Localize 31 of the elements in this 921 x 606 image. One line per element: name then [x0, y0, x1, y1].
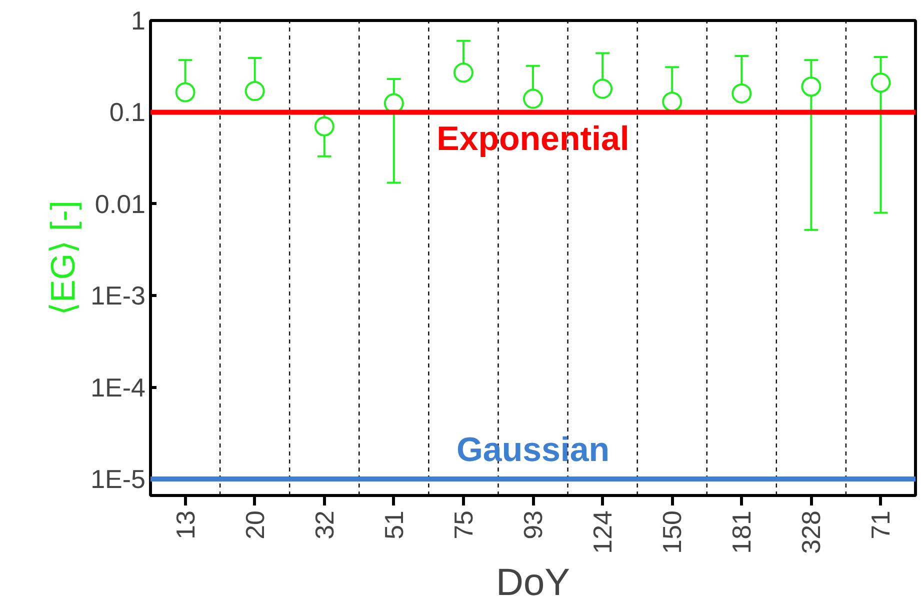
point	[244, 81, 265, 102]
point	[523, 88, 543, 109]
y-tick-label: 1E-5	[90, 464, 146, 494]
x-axis-title: DoY	[496, 562, 570, 604]
ref-line-label: Exponential	[436, 120, 630, 158]
point	[732, 83, 752, 104]
point	[175, 82, 196, 102]
x-tick-label: 20	[240, 510, 270, 540]
y-tick-label: 1	[131, 6, 146, 36]
x-tick-label: 71	[866, 510, 896, 540]
y-tick-label: 0.1	[109, 97, 146, 128]
x-tick-label: 181	[726, 510, 757, 554]
ref-line-label: Gaussian	[456, 430, 610, 469]
point	[592, 78, 613, 99]
x-tick-label: 32	[309, 510, 340, 540]
x-tick-label: 124	[588, 510, 618, 554]
point	[453, 62, 474, 83]
point	[801, 76, 822, 97]
y-axis-title: ⟨EG⟩ [-]	[44, 200, 83, 316]
y-tick-label: 1E-4	[90, 372, 146, 402]
x-tick-label: 75	[448, 510, 478, 540]
y-tick-label: 1E-3	[90, 280, 146, 311]
x-tick-label: 13	[170, 510, 200, 540]
x-tick-label: 51	[378, 510, 409, 540]
x-tick-label: 93	[518, 510, 548, 540]
x-tick-label: 328	[796, 510, 826, 554]
y-tick-label: 0.01	[94, 188, 146, 219]
point	[314, 116, 334, 136]
x-tick-label: 150	[657, 510, 688, 554]
point	[870, 72, 891, 93]
point	[662, 92, 682, 112]
